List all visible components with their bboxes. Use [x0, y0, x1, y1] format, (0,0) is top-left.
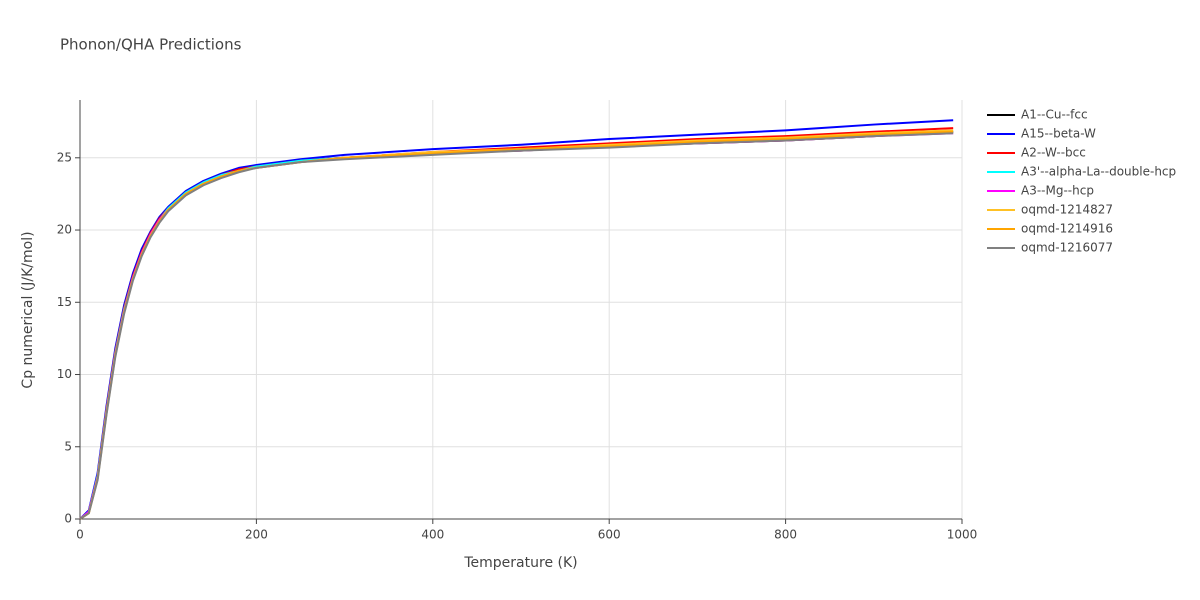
series-line — [79, 130, 954, 520]
legend-label: oqmd-1214916 — [1021, 222, 1113, 236]
chart-title: Phonon/QHA Predictions — [60, 36, 242, 54]
y-axis-label: Cp numerical (J/K/mol) — [20, 231, 36, 388]
legend-label: A3'--alpha-La--double-hcp — [1021, 165, 1176, 179]
series-line — [79, 130, 954, 520]
legend-label: A1--Cu--fcc — [1021, 108, 1088, 122]
series-line — [79, 132, 954, 520]
x-tick-label: 0 — [76, 528, 84, 542]
y-tick-label: 10 — [57, 367, 72, 381]
x-tick-label: 600 — [598, 528, 621, 542]
legend-label: A15--beta-W — [1021, 127, 1096, 141]
series-line — [79, 127, 954, 520]
legend-label: oqmd-1216077 — [1021, 241, 1113, 255]
y-tick-label: 15 — [57, 295, 72, 309]
x-tick-label: 200 — [245, 528, 268, 542]
y-tick-label: 20 — [57, 223, 72, 237]
series-line — [79, 130, 954, 520]
y-tick-label: 25 — [57, 150, 72, 164]
x-tick-label: 400 — [421, 528, 444, 542]
x-tick-label: 1000 — [947, 528, 978, 542]
series-line — [79, 132, 954, 520]
legend-label: A3--Mg--hcp — [1021, 184, 1094, 198]
series-line — [79, 129, 954, 520]
y-tick-label: 5 — [64, 439, 72, 453]
y-tick-label: 0 — [64, 512, 72, 526]
legend-label: oqmd-1214827 — [1021, 203, 1113, 217]
x-axis-label: Temperature (K) — [463, 555, 577, 571]
x-tick-label: 800 — [774, 528, 797, 542]
legend-label: A2--W--bcc — [1021, 146, 1086, 160]
